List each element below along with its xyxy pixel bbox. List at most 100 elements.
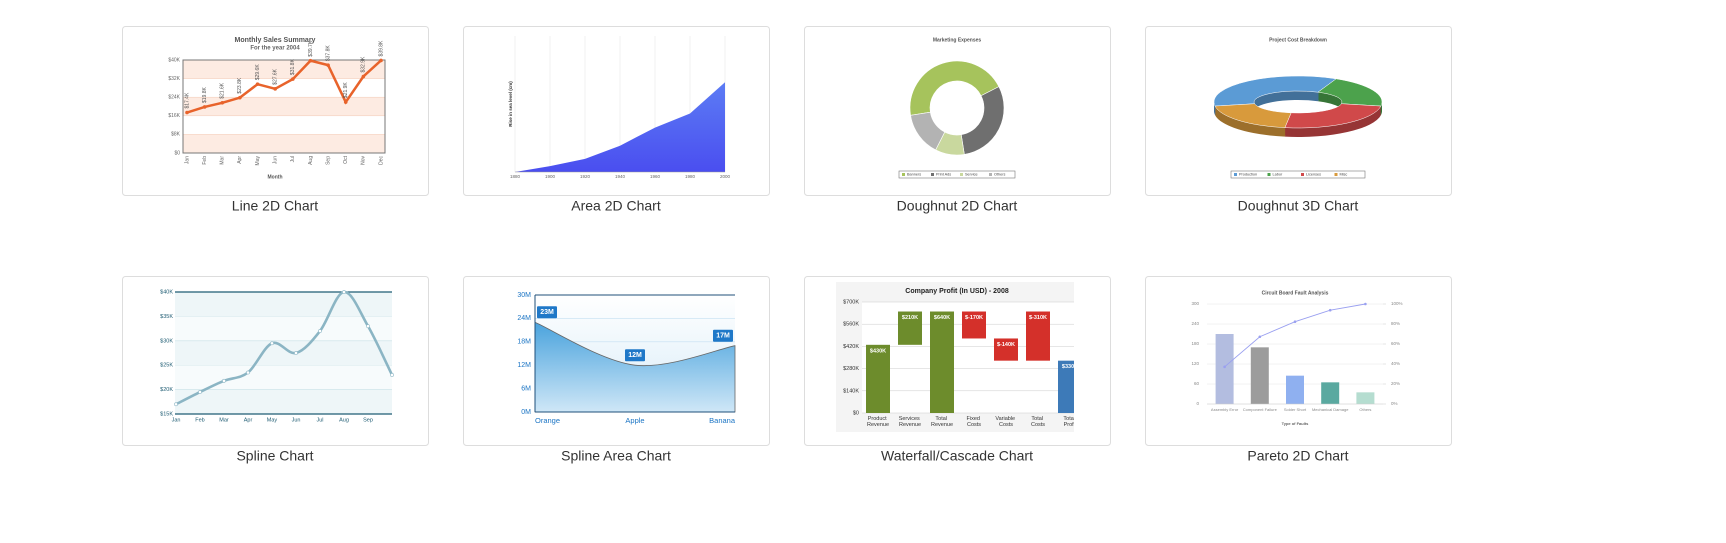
data-label-box — [625, 349, 645, 362]
x-tick-label: Jan — [172, 417, 181, 423]
y-tick-label: $25K — [160, 363, 173, 369]
x-tick-label: Total Costs — [1031, 416, 1045, 428]
gallery-card[interactable]: 1880 1900 1920 1940 1960 1980 2000 Rise in sea … — [463, 26, 770, 196]
card-frame[interactable] — [1145, 26, 1452, 196]
card-caption[interactable]: Line 2D Chart — [232, 198, 318, 214]
y-tick-label: $140K — [843, 388, 859, 394]
x-tick-label: Services Revenue — [899, 416, 922, 428]
gallery-card[interactable]: Circuit Board Fault Analysis 0 60 120 180 240… — [1145, 276, 1452, 446]
data-point — [273, 87, 277, 91]
legend-swatch — [1301, 173, 1304, 176]
gallery-card[interactable]: Project Cost Breakdown Production Labor Lic… — [1145, 26, 1452, 196]
card-frame[interactable] — [804, 26, 1111, 196]
data-point — [390, 373, 394, 377]
x-tick-label: Sep — [325, 156, 331, 165]
legend-swatch — [902, 173, 905, 176]
gallery-card[interactable]: Marketing Expenses Banners Print Ads Servic… — [804, 26, 1111, 196]
chart-subtitle: For the year 2004 — [250, 46, 300, 52]
doughnut-slice — [1284, 103, 1382, 129]
x-tick-label: Solder Short — [1284, 407, 1307, 412]
data-label: $37.8K — [325, 45, 331, 62]
data-label: $-140K — [997, 342, 1015, 348]
y-tick-label: 0M — [521, 409, 531, 416]
legend-swatch — [1334, 173, 1338, 176]
data-area — [515, 82, 725, 172]
y2-tick-label: 40% — [1391, 361, 1400, 366]
data-label: $21.9K — [343, 82, 349, 99]
y-tick-label: 0 — [1196, 401, 1199, 406]
y-tick-label: $20K — [160, 387, 173, 393]
data-point — [291, 77, 295, 81]
x-tick-label: Jun — [273, 156, 279, 164]
grid-band — [183, 134, 385, 153]
cumulative-point — [1258, 335, 1262, 339]
card-caption[interactable]: Area 2D Chart — [571, 198, 661, 214]
x-tick-label: 1920 — [580, 174, 591, 179]
x-tick-label: May — [267, 417, 278, 423]
card-caption[interactable]: Spline Area Chart — [561, 448, 671, 464]
data-point — [202, 105, 207, 109]
data-label: 12M — [628, 352, 642, 359]
legend-label: Misc — [1340, 173, 1348, 177]
data-point — [270, 341, 274, 346]
x-tick-label: Apple — [625, 416, 644, 425]
gallery-card[interactable]: 0M 6M 12M 18M 24M 30M 23M Orange 12M Apple 17M Bana… — [463, 276, 770, 446]
y-tick-label: 18M — [517, 339, 531, 346]
card-caption[interactable]: Doughnut 2D Chart — [897, 198, 1018, 214]
bar — [898, 311, 922, 345]
data-label: $-170K — [965, 315, 983, 321]
card-caption[interactable]: Doughnut 3D Chart — [1238, 198, 1359, 214]
data-label: $32.9K — [361, 56, 367, 73]
x-tick-label: Dec — [378, 156, 384, 165]
grid-band — [175, 340, 392, 366]
card-caption[interactable]: Pareto 2D Chart — [1247, 448, 1348, 464]
legend-label: Others — [994, 173, 1005, 177]
y-tick-label: $30K — [160, 338, 173, 344]
card-caption[interactable]: Waterfall/Cascade Chart — [881, 448, 1033, 464]
x-axis-label: Month — [268, 174, 283, 180]
cumulative-point — [1364, 302, 1367, 306]
y-tick-label: $0 — [853, 410, 859, 416]
data-point — [361, 74, 366, 79]
legend-label: Print Ads — [936, 173, 951, 177]
data-label-box — [713, 329, 733, 342]
x-tick-label: Others — [1359, 407, 1371, 412]
data-label: 17M — [716, 333, 730, 340]
gallery-card[interactable]: $15K $20K $25K $30K $35K $40K Jan Feb Mar Apr May J… — [122, 276, 429, 446]
y-tick-label: $280K — [843, 366, 859, 372]
data-point — [318, 329, 322, 333]
y-tick-label: $560K — [843, 322, 859, 328]
doughnut-slice — [1214, 103, 1292, 128]
card-caption[interactable]: Spline Chart — [236, 448, 313, 464]
legend-box — [898, 170, 1016, 179]
bar — [1026, 311, 1050, 361]
y-tick-label: 60 — [1194, 381, 1200, 386]
x-tick-label: 1880 — [510, 174, 521, 179]
x-tick-label: Variable Costs — [995, 416, 1016, 428]
x-tick-label: 1980 — [685, 174, 696, 179]
data-point — [308, 58, 313, 63]
x-tick-label: Mar — [220, 156, 226, 165]
cumulative-point — [1328, 308, 1332, 312]
bar — [1321, 382, 1340, 404]
y2-tick-label: 100% — [1391, 301, 1403, 306]
data-label: $-310K — [1029, 315, 1047, 321]
data-label: $330K — [1062, 364, 1078, 370]
data-point — [174, 402, 178, 407]
x-tick-label: Mar — [219, 417, 229, 423]
gallery-card[interactable]: Company Profit (In USD) - 2008 $0 $140K $28… — [804, 276, 1111, 446]
y2-tick-label: 80% — [1391, 321, 1400, 326]
y-tick-label: $35K — [160, 314, 173, 320]
x-tick-label: Jul — [290, 156, 296, 162]
cumulative-point — [1223, 365, 1226, 369]
x-tick-label: Assembly Error — [1211, 407, 1239, 412]
legend-box — [1230, 170, 1366, 179]
gallery-card[interactable]: Monthly Sales Summary For the year 2004 $0… — [122, 26, 429, 196]
bar — [994, 338, 1018, 361]
doughnut-slice — [1213, 75, 1337, 107]
y-tick-label: $24K — [168, 95, 180, 101]
y2-tick-label: 60% — [1391, 341, 1400, 346]
y-tick-label: 240 — [1191, 321, 1199, 326]
grid-band — [183, 60, 385, 79]
